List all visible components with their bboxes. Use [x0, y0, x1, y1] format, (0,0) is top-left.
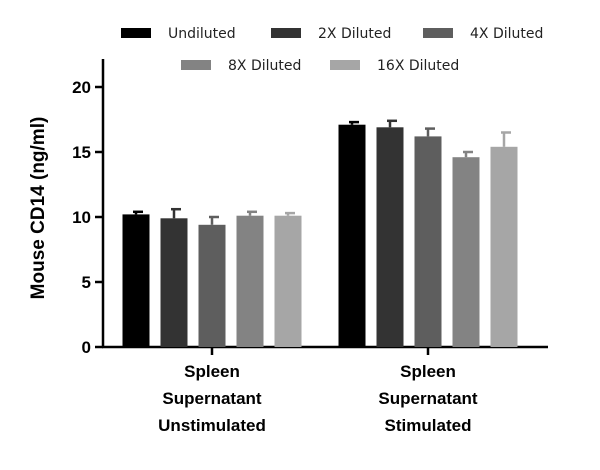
x-tick-label: Unstimulated [158, 416, 266, 435]
y-tick-label: 0 [82, 338, 91, 357]
bar [376, 127, 404, 347]
y-tick-label: 20 [72, 78, 91, 97]
x-tick-label: Stimulated [385, 416, 472, 435]
x-tick-label: Spleen [400, 362, 456, 381]
bar [236, 215, 264, 347]
y-tick-label: 5 [82, 273, 91, 292]
y-tick-label: 10 [72, 208, 91, 227]
x-tick-label: Supernatant [378, 389, 478, 408]
bar [452, 157, 480, 347]
y-axis-title: Mouse CD14 (ng/ml) [28, 117, 49, 300]
legend-label: 16X Diluted [377, 58, 459, 74]
legend-label: 8X Diluted [228, 58, 301, 74]
y-axis: 0 5 10 15 20 [72, 59, 105, 357]
error-bars [133, 119, 511, 225]
bar [274, 215, 302, 347]
legend-swatch [423, 28, 453, 38]
group-labels: Spleen Supernatant Unstimulated Spleen Super… [158, 362, 478, 435]
y-tick-label: 15 [72, 143, 91, 162]
legend-label: Undiluted [168, 26, 236, 42]
bar [122, 214, 150, 347]
legend-swatch [330, 60, 360, 70]
bar [198, 224, 226, 347]
legend: Undiluted 2X Diluted 4X Diluted 8X Diluted 1… [121, 26, 543, 74]
bar [338, 124, 366, 347]
x-tick-label: Spleen [184, 362, 240, 381]
legend-swatch [181, 60, 211, 70]
legend-label: 4X Diluted [470, 26, 543, 42]
bar [414, 136, 442, 347]
legend-swatch [271, 28, 301, 38]
legend-swatch [121, 28, 151, 38]
bar [160, 218, 188, 347]
bars [122, 124, 518, 347]
x-tick-label: Supernatant [162, 389, 262, 408]
x-axis [102, 345, 548, 355]
bar [490, 146, 518, 347]
legend-label: 2X Diluted [318, 26, 391, 42]
